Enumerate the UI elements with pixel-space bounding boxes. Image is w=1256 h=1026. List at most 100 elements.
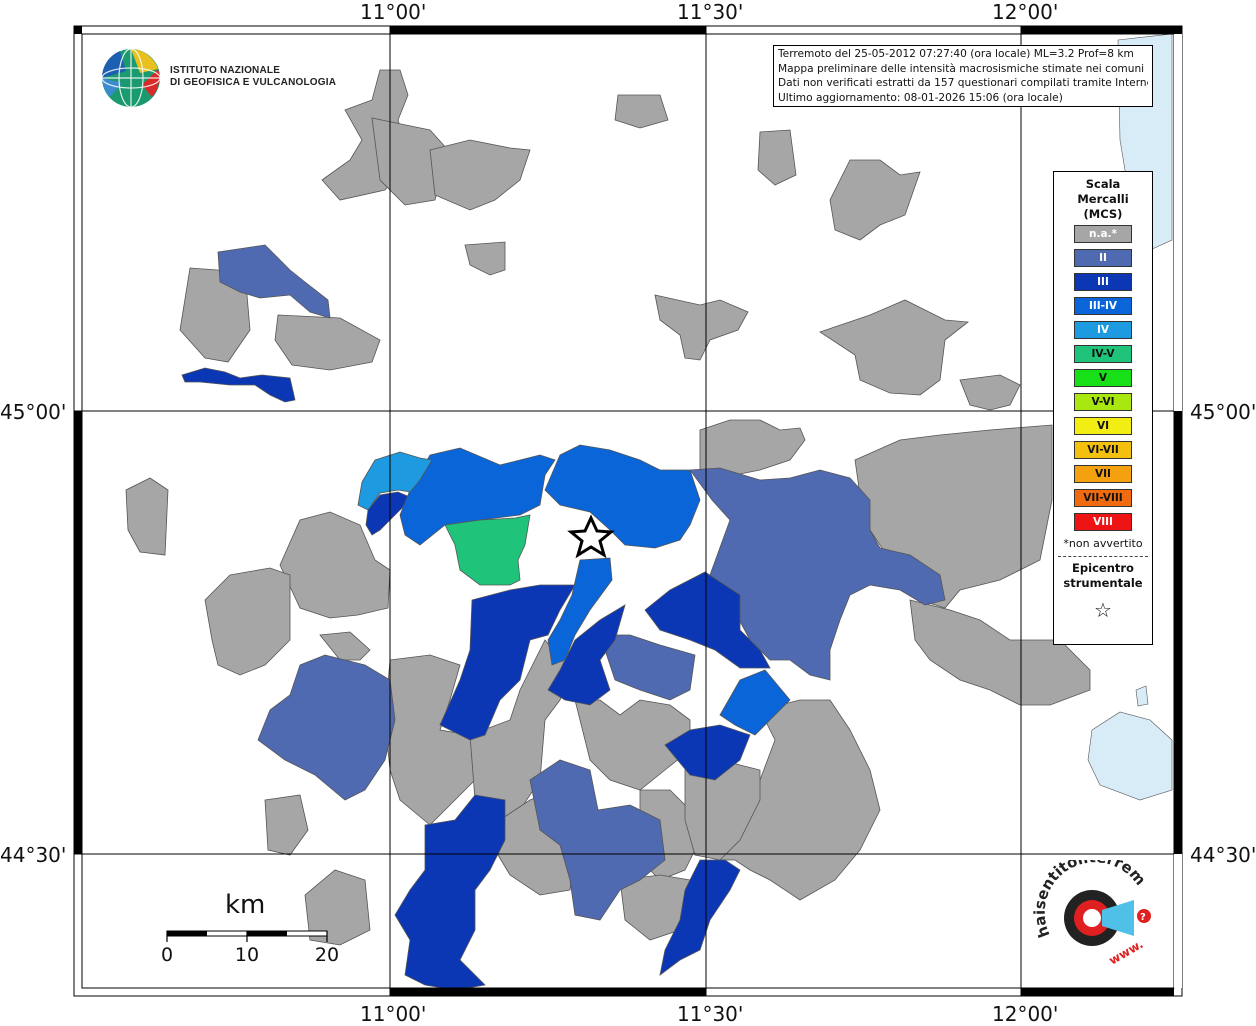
- top-lon-label: 11°30': [677, 0, 744, 24]
- legend-item: VII: [1074, 465, 1132, 483]
- area-na: [125, 477, 169, 556]
- area-III: [365, 491, 413, 536]
- area-IV-V: [444, 514, 531, 586]
- area-II: [599, 634, 696, 701]
- epicenter-star-icon: ☆: [1094, 598, 1112, 622]
- legend-item: n.a.*: [1074, 225, 1132, 243]
- area-na: [429, 139, 531, 211]
- III-municipalities: [181, 367, 771, 991]
- legend-item: VII-VIII: [1074, 489, 1132, 507]
- legend-item: VI: [1074, 417, 1132, 435]
- area-III-IV: [547, 557, 613, 666]
- legend-epicenter-line: strumentale: [1063, 576, 1143, 590]
- legend-title-line: (MCS): [1083, 207, 1123, 221]
- legend-items: n.a.* II III III-IV IV IV-V V V-VI VI VI-VII VII VI…: [1054, 225, 1152, 531]
- legend-title-line: Scala: [1085, 177, 1121, 191]
- legend-item: IV: [1074, 321, 1132, 339]
- haisentito-logo-graphic: haisentitoilterremoto.it ? www.: [1025, 846, 1151, 968]
- area-III: [659, 859, 741, 976]
- legend-note: *non avvertito: [1063, 537, 1143, 550]
- legend-item: VIII: [1074, 513, 1132, 531]
- III-IV-municipalities: [399, 444, 791, 736]
- ingv-logo: ISTITUTO NAZIONALE DI GEOFISICA E VULCAN…: [100, 47, 360, 109]
- scale-bar: km 0 10 20: [160, 890, 350, 970]
- legend-epicenter-label: Epicentro strumentale: [1054, 561, 1152, 591]
- bottom-lon-label: 11°00': [360, 1002, 427, 1026]
- legend-epicenter-line: Epicentro: [1072, 561, 1134, 575]
- bottom-lon-label: 11°30': [677, 1002, 744, 1026]
- top-lon-label: 11°00': [360, 0, 427, 24]
- event-info-line: Mappa preliminare delle intensità macros…: [778, 62, 1145, 75]
- II-municipalities: [217, 244, 946, 921]
- lagoon-comacchio: [1087, 711, 1173, 801]
- legend-item: V-VI: [1074, 393, 1132, 411]
- haisentito-logo-sub: www.: [1107, 937, 1146, 968]
- event-info-line: Terremoto del 25-05-2012 07:27:40 (ora l…: [778, 48, 1134, 60]
- scale-tick-label: 10: [234, 944, 260, 966]
- event-info-line: Dati non verificati estratti da 157 ques…: [778, 77, 1148, 89]
- area-III: [664, 724, 751, 781]
- scale-tick-label: 0: [160, 944, 174, 966]
- top-lon-label: 12°00': [992, 0, 1059, 24]
- area-II: [257, 654, 396, 801]
- event-info-line: Ultimo aggiornamento: 08-01-2026 15:06 (…: [778, 91, 1063, 104]
- area-na: [959, 374, 1021, 411]
- legend-item: III: [1074, 273, 1132, 291]
- na-municipalities: [125, 69, 1091, 946]
- globe-icon: [101, 48, 161, 108]
- area-III-IV: [544, 444, 701, 549]
- area-II: [217, 244, 331, 319]
- area-na: [614, 94, 669, 129]
- scale-unit: km: [225, 890, 266, 920]
- IV-municipalities: [357, 451, 433, 511]
- left-lat-label: 44°30': [0, 843, 67, 867]
- area-na: [829, 159, 921, 241]
- area-II: [689, 467, 946, 681]
- area-III: [547, 604, 626, 706]
- epicenter-star-icon: [567, 514, 615, 559]
- area-na: [304, 869, 371, 946]
- left-lat-label: 45°00': [0, 400, 67, 424]
- legend-title: Scala Mercalli (MCS): [1054, 177, 1152, 222]
- institute-line1: ISTITUTO NAZIONALE: [170, 65, 281, 76]
- area-na: [371, 117, 449, 206]
- area-na: [819, 299, 970, 396]
- area-na: [757, 129, 797, 186]
- scale-bar-graphic: [166, 930, 328, 942]
- event-info-box: Terremoto del 25-05-2012 07:27:40 (ora l…: [773, 45, 1153, 107]
- area-III: [439, 584, 576, 741]
- map-frame: [73, 25, 1183, 997]
- area-na: [654, 294, 749, 361]
- area-III-IV: [399, 447, 556, 546]
- legend-divider: [1058, 556, 1148, 557]
- area-III: [394, 794, 506, 991]
- legend-title-line: Mercalli: [1077, 192, 1129, 206]
- pond: [1135, 685, 1149, 707]
- intensity-legend: Scala Mercalli (MCS) n.a.* II III III-IV IV I…: [1053, 171, 1153, 645]
- area-na: [264, 794, 309, 856]
- area-III: [644, 571, 771, 669]
- legend-item: II: [1074, 249, 1132, 267]
- area-na: [274, 314, 381, 371]
- area-na: [464, 241, 506, 276]
- scale-tick-label: 20: [314, 944, 340, 966]
- bottom-lon-label: 12°00': [992, 1002, 1059, 1026]
- legend-item: V: [1074, 369, 1132, 387]
- right-lat-label: 44°30': [1190, 843, 1256, 867]
- institute-line2: DI GEOFISICA E VULCANOLOGIA: [170, 77, 337, 88]
- legend-item: IV-V: [1074, 345, 1132, 363]
- area-IV: [357, 451, 433, 511]
- IV-V-municipalities: [444, 514, 531, 586]
- area-III: [181, 367, 296, 403]
- svg-text:?: ?: [1140, 912, 1146, 923]
- haisentito-logo: haisentitoilterremoto.it ? www.: [1025, 846, 1170, 980]
- area-na: [204, 567, 291, 676]
- area-II: [529, 759, 666, 921]
- right-lat-label: 45°00': [1190, 400, 1256, 424]
- graticule: [74, 26, 1182, 996]
- legend-item: III-IV: [1074, 297, 1132, 315]
- area-III-IV: [719, 669, 791, 736]
- area-na: [319, 631, 371, 661]
- legend-item: VI-VII: [1074, 441, 1132, 459]
